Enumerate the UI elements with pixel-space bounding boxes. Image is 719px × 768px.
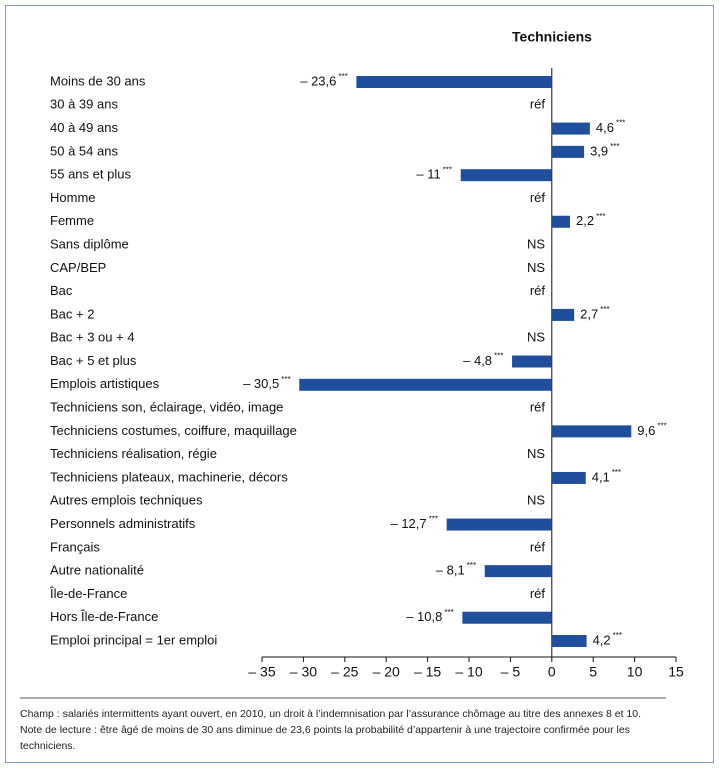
value-label: réf [530,400,546,415]
category-label: Sans diplôme [50,236,129,251]
value-label: – 30,5 [243,376,279,391]
value-label: réf [530,283,546,298]
category-label: Bac + 5 et plus [50,353,137,368]
category-label: Île-de-France [49,586,127,601]
value-label: – 10,8 [406,609,442,624]
bar [551,471,586,484]
value-label: NS [527,260,545,275]
value-label: 4,2 [593,632,611,647]
significance: *** [338,72,347,81]
bar [460,169,552,182]
significance: *** [444,608,453,617]
category-label: Autre nationalité [50,563,144,578]
category-label: Bac + 3 ou + 4 [50,330,135,345]
category-label: Techniciens réalisation, régie [50,446,217,461]
category-label: Emploi principal = 1er emploi [50,632,217,647]
category-label: Femme [50,213,94,228]
value-label: 4,6 [596,120,614,135]
value-label: NS [527,446,545,461]
note: Note de lecture : être âgé de moins de 3… [20,724,630,752]
value-label: réf [530,97,546,112]
significance: *** [443,165,452,174]
category-label: Bac [50,283,73,298]
x-tick-label: 10 [627,664,643,680]
value-label: 4,1 [592,469,610,484]
bar [356,76,552,88]
significance: *** [494,352,503,361]
value-label: réf [530,586,546,601]
category-label: CAP/BEP [50,260,106,275]
value-label: 2,2 [576,213,594,228]
category-label: 30 à 39 ans [50,97,118,112]
category-label: Personnels administratifs [50,516,196,531]
value-label: réf [530,190,546,205]
bar [551,215,571,228]
value-label: NS [527,493,545,508]
significance: *** [657,421,666,430]
significance: *** [616,119,625,128]
bar [551,145,585,158]
x-tick-label: – 20 [373,664,400,680]
value-label: réf [530,539,546,554]
category-label: Homme [50,190,96,205]
x-tick-label: – 5 [501,664,521,680]
value-label: – 23,6 [300,73,336,88]
value-label: 3,9 [590,143,608,158]
category-label: 50 à 54 ans [50,143,118,158]
significance: *** [610,142,619,151]
category-label: Moins de 30 ans [50,73,146,88]
significance: *** [429,515,438,524]
significance: *** [596,212,605,221]
category-label: Français [50,539,100,554]
significance: *** [467,561,476,570]
category-label: Autres emplois techniques [50,493,203,508]
significance: *** [613,631,622,640]
x-tick-label: 5 [589,664,597,680]
value-label: NS [527,236,545,251]
value-label: – 4,8 [463,353,492,368]
bar [551,308,575,321]
category-label: 40 à 49 ans [50,120,118,135]
significance: *** [612,468,621,477]
category-label: Techniciens costumes, coiffure, maquilla… [50,423,297,438]
x-tick-label: 0 [548,664,556,680]
x-tick-label: – 15 [414,664,441,680]
value-label: 9,6 [637,423,655,438]
note: Champ : salariés intermittents ayant ouv… [20,708,642,720]
category-label: Hors Île-de-France [50,609,158,624]
value-label: NS [527,330,545,345]
bar [551,635,587,647]
value-label: 2,7 [580,306,598,321]
x-tick-label: – 35 [248,664,275,680]
x-tick-label: – 30 [290,664,317,680]
bar [551,425,632,438]
value-label: – 11 [416,167,440,182]
category-label: Emplois artistiques [50,376,160,391]
chart-title: Techniciens [512,29,592,45]
significance: *** [281,375,290,384]
bar [551,122,590,135]
bar [484,565,552,578]
significance: *** [600,305,609,314]
category-label: 55 ans et plus [50,167,131,182]
value-label: – 8,1 [436,563,465,578]
x-tick-label: – 25 [331,664,358,680]
bar [446,518,552,531]
category-label: Techniciens son, éclairage, vidéo, image [50,400,283,415]
bar [512,355,552,368]
bar [299,378,552,391]
category-label: Techniciens plateaux, machinerie, décors [50,469,288,484]
bar [462,611,552,624]
x-tick-label: – 10 [455,664,482,680]
category-label: Bac + 2 [50,306,94,321]
notes: Champ : salariés intermittents ayant ouv… [20,706,670,754]
value-label: – 12,7 [390,516,426,531]
x-tick-label: 15 [668,664,684,680]
